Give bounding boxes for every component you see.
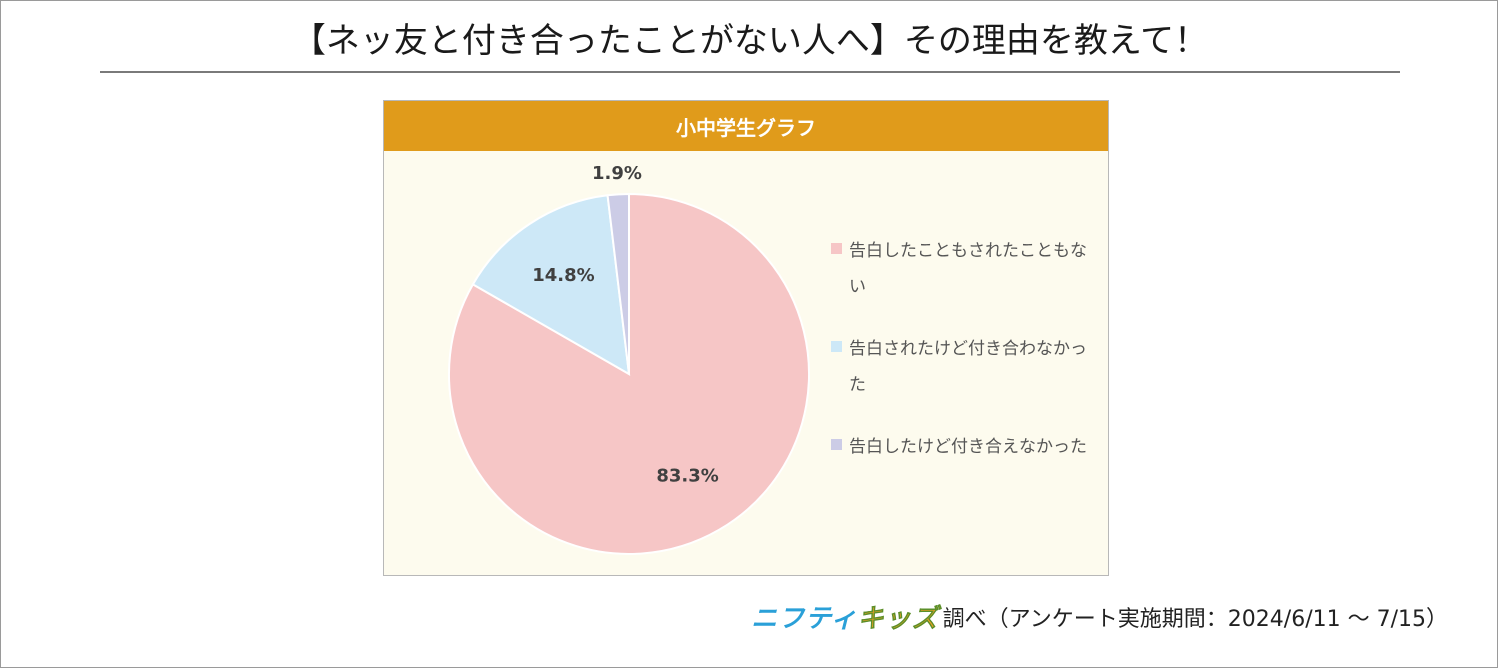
chart-legend: 告白したこともされたこともない 告白されたけど付き合わなかった 告白したけど付き… [831,233,1091,527]
nifty-kids-logo: ニフティキッズ [751,604,939,635]
legend-swatch [831,341,842,352]
slice-data-label: 83.3% [656,465,718,486]
slice-data-label: 1.9% [592,163,642,184]
legend-item: 告白したこともされたこともない [831,233,1091,331]
title-divider [100,71,1400,73]
pie-chart: 83.3% 14.8% 1.9% [448,163,810,555]
chart-panel: 小中学生グラフ 83.3% 14.8% 1.9% 告白したこともされたこともない 告… [383,100,1109,576]
survey-period-text: 調べ（アンケート実施期間：2024/6/11 ～ 7/15） [942,606,1448,632]
legend-label: 告白したけど付き合えなかった [849,437,1087,457]
legend-label: 告白したこともされたこともない [849,241,1087,297]
legend-item: 告白したけど付き合えなかった [831,429,1091,527]
source-credit: ニフティキッズ 調べ（アンケート実施期間：2024/6/11 ～ 7/15） [751,598,1448,635]
legend-swatch [831,439,842,450]
legend-swatch [831,243,842,254]
legend-label: 告白されたけど付き合わなかった [849,339,1087,395]
slice-data-label: 14.8% [532,265,594,286]
legend-item: 告白されたけど付き合わなかった [831,331,1091,429]
pie-slice [471,194,631,376]
chart-header-label: 小中学生グラフ [676,115,816,140]
pie-slice [606,192,630,375]
chart-header: 小中学生グラフ [384,101,1108,151]
page-title: 【ネッ友と付き合ったことがない人へ】その理由を教えて！ [291,21,1209,61]
